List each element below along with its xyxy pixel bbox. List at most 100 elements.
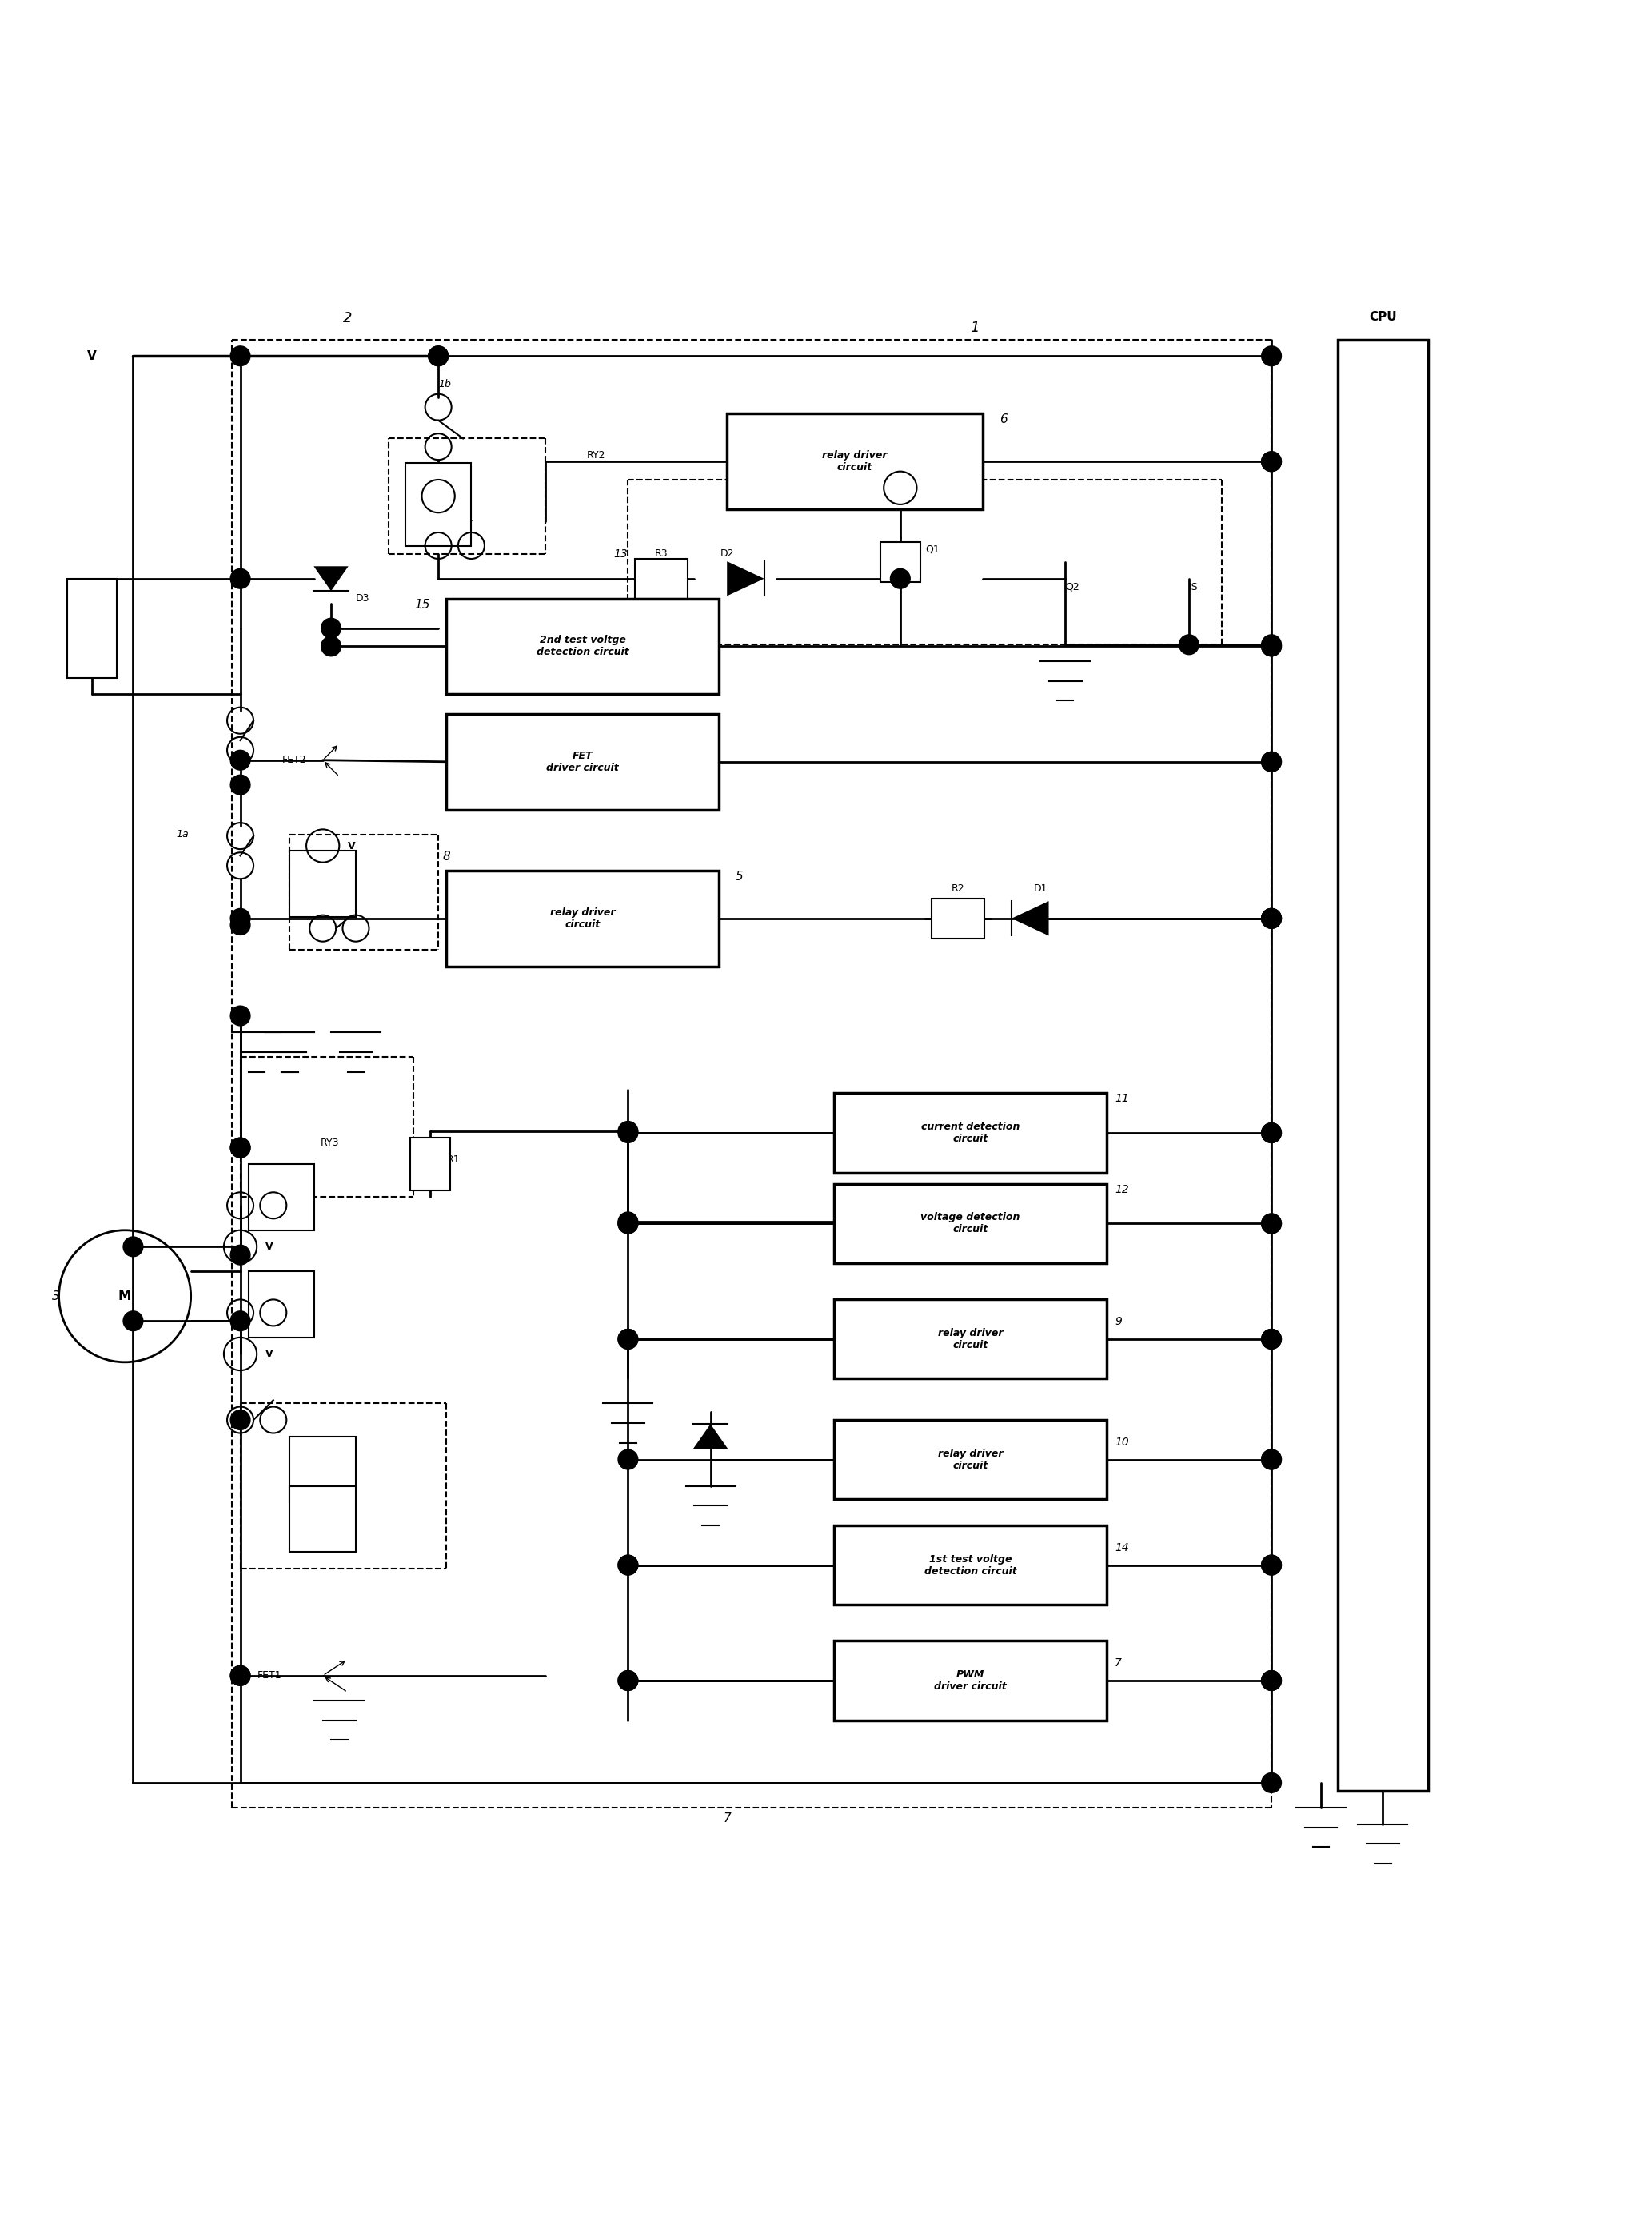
Bar <box>248 1272 314 1337</box>
Text: current detection
circuit: current detection circuit <box>922 1122 1019 1144</box>
Text: 5: 5 <box>735 870 743 883</box>
Bar <box>634 560 687 598</box>
Text: 15: 15 <box>415 598 430 611</box>
Text: 3: 3 <box>51 1290 59 1301</box>
Text: 2: 2 <box>344 310 352 325</box>
FancyBboxPatch shape <box>834 1299 1107 1379</box>
Text: FET1: FET1 <box>258 1671 281 1682</box>
Text: relay driver
circuit: relay driver circuit <box>938 1328 1003 1350</box>
Text: V: V <box>264 1348 273 1359</box>
Text: 1b: 1b <box>438 378 451 389</box>
Circle shape <box>1262 1213 1282 1233</box>
Circle shape <box>618 1213 638 1233</box>
Text: 9: 9 <box>1115 1317 1122 1328</box>
Circle shape <box>1262 1122 1282 1142</box>
Text: 8: 8 <box>443 850 451 863</box>
Circle shape <box>428 345 448 365</box>
Bar <box>289 1485 355 1551</box>
Polygon shape <box>1011 901 1049 936</box>
Circle shape <box>618 1450 638 1469</box>
FancyBboxPatch shape <box>446 598 719 695</box>
Circle shape <box>890 569 910 589</box>
Circle shape <box>230 1137 249 1157</box>
Text: voltage detection
circuit: voltage detection circuit <box>920 1213 1019 1235</box>
Text: 12: 12 <box>1115 1184 1128 1195</box>
Bar <box>932 898 985 938</box>
Circle shape <box>618 1671 638 1691</box>
Circle shape <box>618 1671 638 1691</box>
Text: V: V <box>925 482 933 493</box>
Text: V: V <box>264 1241 273 1253</box>
Circle shape <box>124 1310 144 1330</box>
Text: Q1: Q1 <box>925 544 940 553</box>
Circle shape <box>320 617 340 637</box>
Circle shape <box>1262 1671 1282 1691</box>
Text: relay driver
circuit: relay driver circuit <box>938 1447 1003 1472</box>
Text: CPU: CPU <box>1370 312 1396 323</box>
Circle shape <box>230 775 249 794</box>
Text: R3: R3 <box>654 549 667 560</box>
Circle shape <box>1262 1773 1282 1793</box>
Text: D1: D1 <box>1034 883 1047 894</box>
Circle shape <box>618 1330 638 1350</box>
Text: RY1: RY1 <box>446 890 466 901</box>
Text: relay driver
circuit: relay driver circuit <box>550 907 615 929</box>
Text: PWM
driver circuit: PWM driver circuit <box>933 1669 1006 1691</box>
Text: RY4: RY4 <box>296 1472 314 1483</box>
Circle shape <box>1262 637 1282 657</box>
Circle shape <box>230 1666 249 1686</box>
Text: V: V <box>88 350 96 363</box>
FancyBboxPatch shape <box>446 870 719 967</box>
FancyBboxPatch shape <box>834 1184 1107 1264</box>
Circle shape <box>230 1246 249 1266</box>
Circle shape <box>1262 1556 1282 1576</box>
Circle shape <box>1262 635 1282 655</box>
Circle shape <box>618 1213 638 1233</box>
FancyBboxPatch shape <box>834 1525 1107 1604</box>
Text: 13: 13 <box>615 549 628 560</box>
Bar <box>410 1137 449 1191</box>
Circle shape <box>1262 1122 1282 1142</box>
Text: 1a: 1a <box>177 830 188 839</box>
Circle shape <box>1262 1671 1282 1691</box>
Circle shape <box>320 637 340 657</box>
FancyBboxPatch shape <box>446 715 719 810</box>
Text: V: V <box>347 841 355 852</box>
Bar <box>1338 339 1429 1790</box>
Circle shape <box>1262 910 1282 927</box>
FancyBboxPatch shape <box>834 1642 1107 1720</box>
Bar <box>289 850 355 916</box>
Circle shape <box>230 1666 249 1686</box>
Text: 11: 11 <box>1115 1093 1128 1104</box>
Circle shape <box>1262 1213 1282 1233</box>
Text: FET2: FET2 <box>282 755 306 766</box>
Circle shape <box>1262 451 1282 471</box>
Text: 7: 7 <box>724 1812 730 1824</box>
Circle shape <box>230 750 249 770</box>
Circle shape <box>124 1237 144 1257</box>
Circle shape <box>618 1122 638 1142</box>
Circle shape <box>230 1137 249 1157</box>
Text: 7: 7 <box>1115 1658 1122 1669</box>
Circle shape <box>1262 910 1282 927</box>
Bar <box>881 542 920 582</box>
Circle shape <box>618 1213 638 1233</box>
Circle shape <box>618 1330 638 1350</box>
Text: M: M <box>119 1288 132 1303</box>
Circle shape <box>1262 345 1282 365</box>
Text: 2nd test voltge
detection circuit: 2nd test voltge detection circuit <box>537 635 629 657</box>
Text: relay driver
circuit: relay driver circuit <box>823 449 887 474</box>
Text: RY3: RY3 <box>320 1137 339 1149</box>
Circle shape <box>428 345 448 365</box>
Circle shape <box>1262 910 1282 927</box>
Circle shape <box>1262 752 1282 772</box>
Text: 1: 1 <box>970 321 980 334</box>
Polygon shape <box>694 1423 729 1450</box>
Text: 10: 10 <box>1115 1436 1128 1447</box>
Circle shape <box>618 1556 638 1576</box>
Text: RY2: RY2 <box>586 449 606 460</box>
FancyBboxPatch shape <box>834 1421 1107 1498</box>
Circle shape <box>230 916 249 934</box>
Polygon shape <box>727 562 765 595</box>
Circle shape <box>1262 637 1282 657</box>
